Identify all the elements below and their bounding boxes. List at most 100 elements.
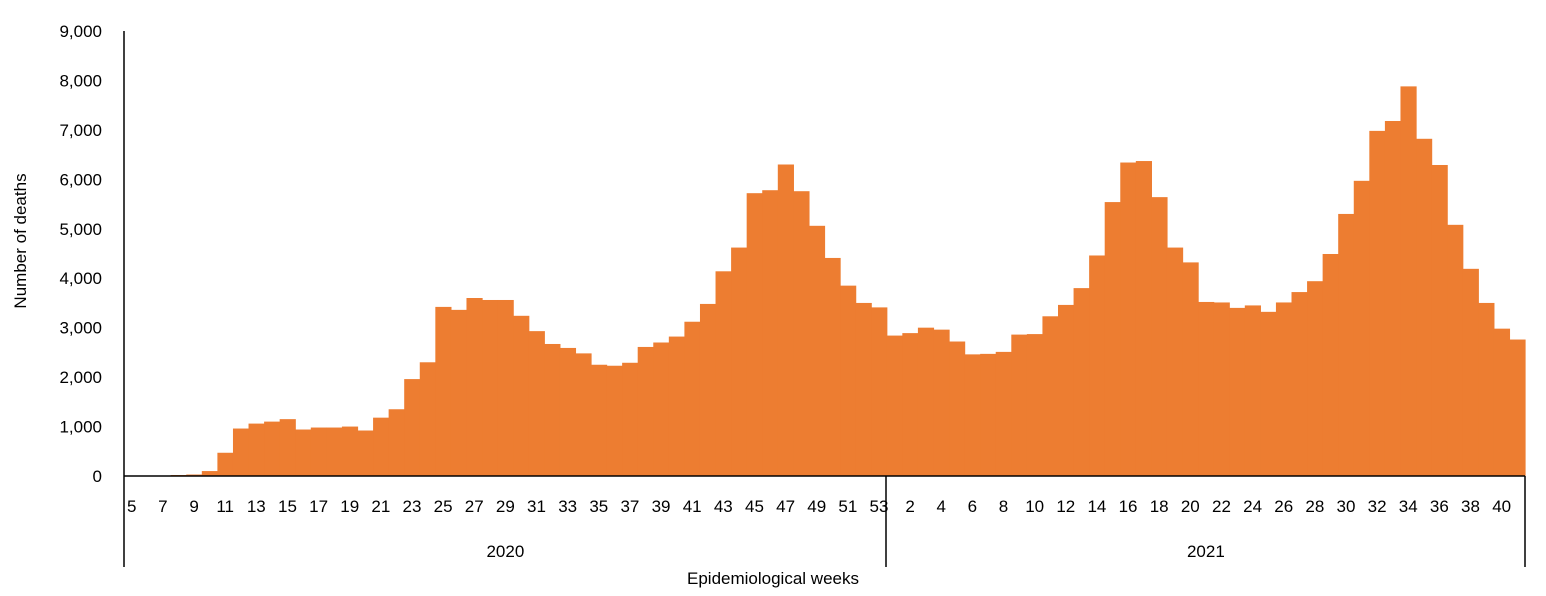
bar-week-31-26	[528, 331, 545, 476]
bar-week-17-65	[1135, 161, 1152, 477]
x-tick-labels: 5 7 9 11 13 15 17 19 21 23 25 27 29 31 33 35 37 39 41 43 45 4…	[127, 497, 1511, 516]
bar-week-27-22	[466, 298, 483, 476]
bar-week-29-24	[497, 299, 514, 476]
bar-week-5-53	[949, 341, 966, 476]
bar-week-28-76	[1307, 281, 1324, 476]
x-tick-label: 21	[371, 497, 390, 516]
bar-week-29-77	[1322, 253, 1339, 476]
bar-week-23-71	[1229, 307, 1246, 476]
x-tick-label: 2	[905, 497, 914, 516]
x-tick-label: 15	[278, 497, 297, 516]
x-tick-label: 23	[403, 497, 422, 516]
bar-week-42-37	[699, 303, 717, 476]
x-tick-label: 22	[1212, 497, 1231, 516]
bar-week-20-15	[357, 430, 374, 476]
bar-week-32-80	[1369, 130, 1386, 476]
bar-week-51-46	[840, 285, 857, 476]
bar-week-12-60	[1058, 304, 1075, 476]
x-tick-label: 10	[1025, 497, 1044, 516]
bar-week-53-48	[871, 307, 888, 476]
bar-week-37-32	[622, 362, 639, 476]
bar-week-14-62	[1089, 255, 1106, 476]
x-tick-label: 14	[1087, 497, 1106, 516]
bar-week-3-51	[917, 327, 935, 476]
x-tick-label: 7	[158, 497, 167, 516]
x-tick-label: 8	[999, 497, 1008, 516]
bar-week-37-85	[1447, 224, 1464, 476]
bar-week-45-40	[746, 193, 763, 476]
y-tick-label: 7,000	[59, 121, 102, 140]
bar-week-16-64	[1120, 162, 1137, 476]
bar-week-19-14	[341, 426, 359, 476]
bar-week-40-35	[668, 336, 685, 476]
bar-week-13-61	[1073, 288, 1090, 476]
x-tick-label: 9	[189, 497, 198, 516]
bar-week-24-72	[1244, 305, 1261, 476]
x-tick-label: 30	[1337, 497, 1356, 516]
bar-week-31-79	[1353, 180, 1370, 476]
bar-week-49-44	[808, 225, 826, 476]
bar-week-21-16	[373, 417, 390, 476]
x-axis-title: Epidemiological weeks	[687, 569, 859, 588]
x-tick-label: 27	[465, 497, 484, 516]
axes-group	[123, 31, 1526, 567]
bar-week-48-43	[793, 191, 810, 476]
bar-week-32-27	[544, 343, 561, 476]
bar-week-24-19	[419, 362, 436, 476]
bar-week-35-30	[591, 364, 608, 476]
bar-week-35-83	[1416, 138, 1433, 477]
bar-week-22-17	[388, 409, 405, 476]
x-tick-label: 25	[434, 497, 453, 516]
x-tick-label: 35	[589, 497, 608, 516]
x-tick-label: 39	[652, 497, 671, 516]
x-tick-label: 5	[127, 497, 136, 516]
bar-week-30-25	[513, 315, 530, 476]
x-tick-label: 17	[309, 497, 328, 516]
bar-week-14-9	[264, 421, 281, 476]
bar-week-10-58	[1026, 334, 1044, 476]
bar-week-2-50	[902, 333, 919, 476]
y-tick-label: 1,000	[59, 418, 102, 437]
bar-week-33-81	[1384, 120, 1402, 477]
bar-week-21-69	[1198, 301, 1215, 476]
year-group-label: 2020	[486, 542, 524, 561]
bar-week-23-18	[404, 379, 421, 476]
bar-week-46-41	[762, 190, 779, 476]
bar-week-44-39	[731, 247, 748, 476]
x-tick-label: 13	[247, 497, 266, 516]
bar-week-15-10	[279, 419, 296, 476]
bar-week-41-36	[684, 321, 701, 476]
x-tick-label: 38	[1461, 497, 1480, 516]
bar-week-38-86	[1462, 268, 1479, 476]
x-tick-label: 40	[1492, 497, 1511, 516]
bar-week-18-13	[326, 427, 343, 476]
bar-week-11-59	[1042, 316, 1059, 476]
y-axis-title: Number of deaths	[11, 173, 30, 308]
bar-week-50-45	[824, 257, 841, 476]
x-tick-label: 33	[558, 497, 577, 516]
bar-week-1-49	[886, 335, 903, 476]
y-tick-label: 4,000	[59, 269, 102, 288]
x-tick-label: 37	[620, 497, 639, 516]
bar-week-33-28	[559, 347, 577, 476]
bar-week-36-31	[606, 365, 623, 476]
x-tick-label: 45	[745, 497, 764, 516]
bar-week-19-67	[1166, 247, 1184, 476]
bar-week-10-5	[201, 471, 218, 476]
bar-week-36-84	[1431, 164, 1448, 477]
bar-week-39-34	[653, 342, 670, 476]
x-tick-label: 19	[340, 497, 359, 516]
bar-week-26-21	[450, 309, 468, 476]
x-tick-label: 53	[870, 497, 889, 516]
bar-week-34-82	[1400, 86, 1417, 476]
bar-week-26-74	[1275, 302, 1293, 476]
bar-week-40-88	[1493, 328, 1511, 476]
x-tick-label: 49	[807, 497, 826, 516]
x-tick-label: 51	[838, 497, 857, 516]
y-tick-labels: 0 1,000 2,000 3,000 4,000 5,000 6,000 7,000 8,00…	[59, 22, 102, 486]
bar-week-52-47	[855, 302, 872, 476]
y-tick-label: 9,000	[59, 22, 102, 41]
bar-week-41-89	[1509, 339, 1526, 476]
bar-week-13-8	[248, 423, 265, 476]
bar-week-27-75	[1291, 292, 1308, 476]
